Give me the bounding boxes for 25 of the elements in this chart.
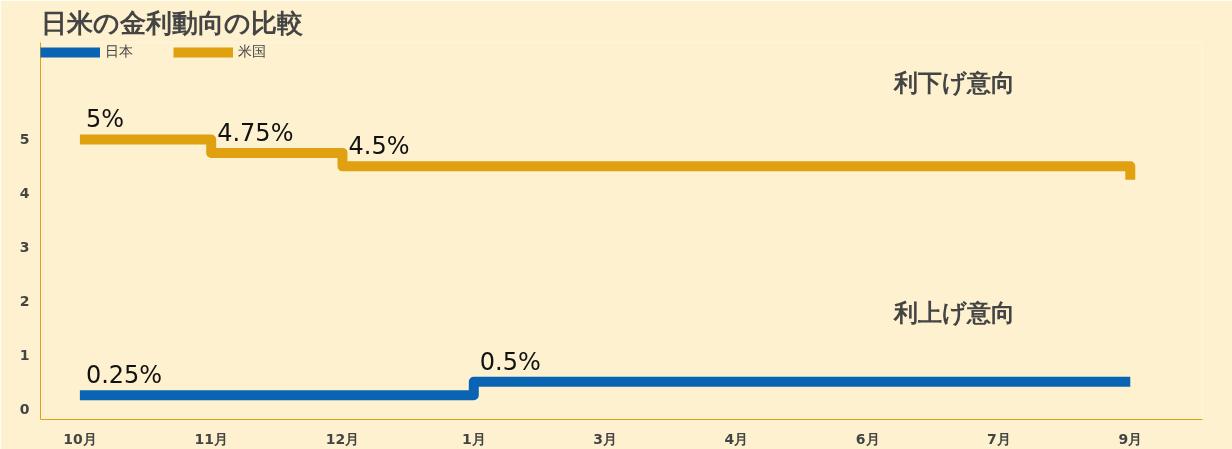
y-tick-label: 0: [19, 400, 30, 417]
x-tick-label: 10月: [63, 430, 97, 447]
y-tick-label: 3: [19, 239, 30, 256]
y-tick-label: 2: [19, 293, 30, 310]
data-label: 0.25%: [85, 361, 163, 390]
data-label: 0.5%: [479, 347, 541, 376]
x-tick-label: 9月: [1118, 430, 1143, 447]
data-label: 5%: [85, 105, 124, 134]
annotation: 利下げ意向: [892, 69, 1015, 98]
legend-label: 米国: [238, 43, 266, 61]
x-tick-label: 1月: [461, 430, 486, 447]
chart-title: 日米の金利動向の比較: [40, 7, 304, 38]
x-tick-label: 6月: [855, 430, 880, 447]
data-label: 4.75%: [217, 118, 294, 147]
x-tick-label: 4月: [724, 430, 749, 447]
legend-label: 日本: [105, 43, 133, 61]
y-tick-label: 4: [19, 185, 30, 202]
x-tick-label: 3月: [593, 430, 617, 447]
annotation: 利上げ意向: [892, 298, 1015, 327]
x-tick-label: 11月: [194, 430, 228, 447]
x-tick-label: 7月: [987, 430, 1011, 447]
data-label: 4.5%: [348, 132, 410, 161]
x-tick-label: 12月: [325, 430, 360, 447]
y-tick-label: 1: [19, 346, 30, 363]
y-tick-label: 5: [19, 131, 30, 148]
